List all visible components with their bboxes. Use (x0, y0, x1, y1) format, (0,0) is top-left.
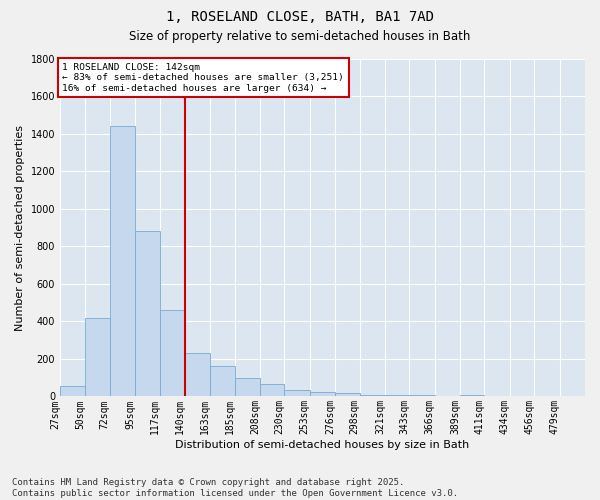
Bar (235, 378, 260, 396)
Text: Contains HM Land Registry data © Crown copyright and database right 2025.
Contai: Contains HM Land Registry data © Crown c… (12, 478, 458, 498)
Bar (385, 395, 409, 396)
Text: 1 ROSELAND CLOSE: 142sqm
← 83% of semi-detached houses are smaller (3,251)
16% o: 1 ROSELAND CLOSE: 142sqm ← 83% of semi-d… (62, 62, 344, 92)
Text: 1, ROSELAND CLOSE, BATH, BA1 7AD: 1, ROSELAND CLOSE, BATH, BA1 7AD (166, 10, 434, 24)
Bar (260, 384, 284, 396)
Bar (110, 126, 135, 396)
Text: Size of property relative to semi-detached houses in Bath: Size of property relative to semi-detach… (130, 30, 470, 43)
Bar (85, 318, 110, 396)
Bar (310, 392, 335, 396)
Bar (160, 310, 185, 396)
Y-axis label: Number of semi-detached properties: Number of semi-detached properties (15, 124, 25, 330)
Bar (211, 366, 235, 396)
Bar (335, 393, 359, 396)
Bar (135, 232, 160, 396)
Bar (359, 394, 385, 396)
X-axis label: Distribution of semi-detached houses by size in Bath: Distribution of semi-detached houses by … (175, 440, 470, 450)
Bar (460, 394, 484, 396)
Bar (185, 354, 211, 397)
Bar (60, 386, 85, 396)
Bar (284, 390, 310, 396)
